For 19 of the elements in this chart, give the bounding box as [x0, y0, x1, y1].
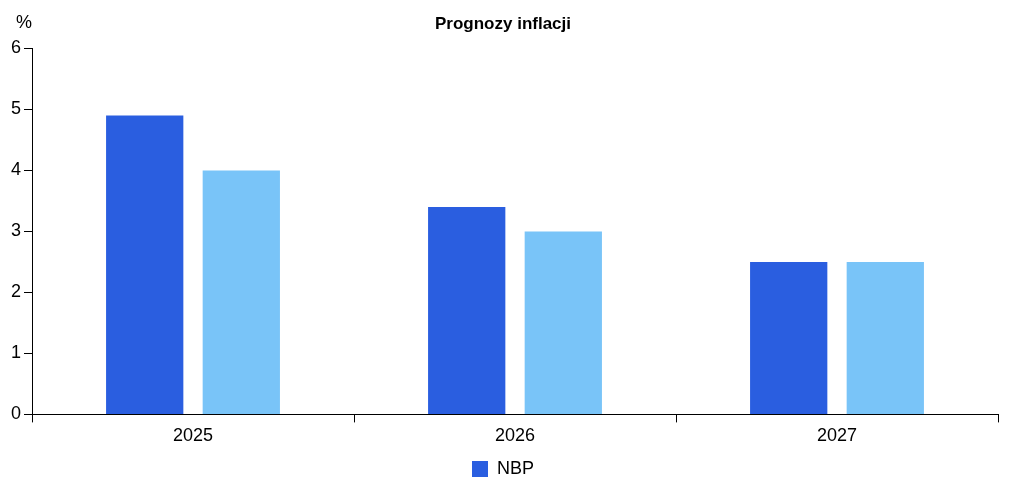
- bar: [202, 170, 280, 414]
- bar: [524, 231, 602, 414]
- y-axis-title: %: [16, 11, 33, 32]
- bar: [106, 115, 184, 414]
- y-tick-label: 3: [11, 220, 22, 241]
- bar: [750, 261, 828, 414]
- x-tick-label: 2026: [494, 425, 536, 446]
- y-tick-label: 2: [11, 281, 22, 302]
- bar: [428, 207, 506, 414]
- chart-title: Prognozy inflacji: [434, 13, 572, 33]
- y-tick-label: 4: [11, 159, 22, 180]
- bar: [846, 261, 924, 414]
- x-tick-label: 2025: [172, 425, 214, 446]
- y-tick-label: 6: [11, 37, 22, 58]
- y-tick-label: 5: [11, 98, 22, 119]
- y-tick-label: 0: [11, 403, 22, 424]
- x-tick-label: 2027: [816, 425, 858, 446]
- y-tick-label: 1: [11, 342, 22, 363]
- legend-label: NBP: [496, 457, 535, 478]
